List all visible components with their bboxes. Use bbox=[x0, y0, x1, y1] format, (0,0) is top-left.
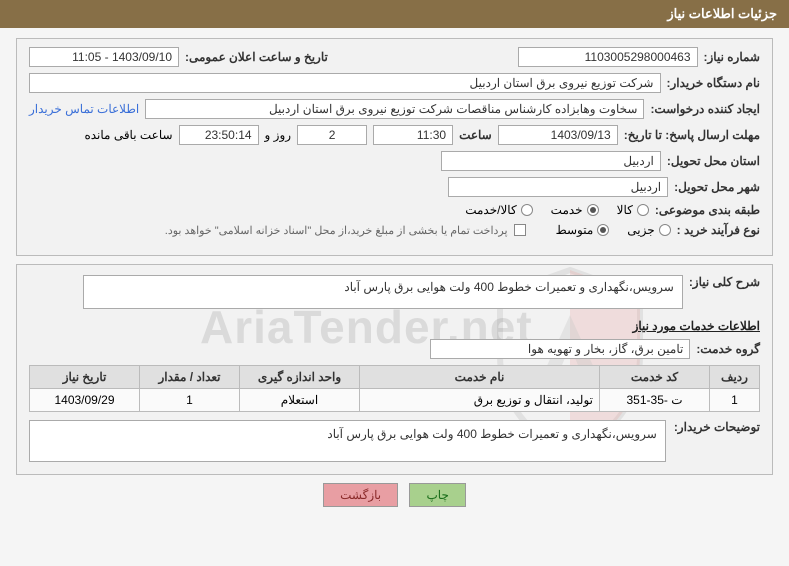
service-group-value: تامین برق، گاز، بخار و تهویه هوا bbox=[430, 339, 690, 359]
payment-note: پرداخت تمام یا بخشی از مبلغ خرید،از محل … bbox=[165, 224, 508, 237]
service-group-label: گروه خدمت: bbox=[696, 342, 760, 356]
time-label: ساعت bbox=[459, 128, 492, 142]
deadline-time: 11:30 bbox=[373, 125, 453, 145]
category-label: طبقه بندی موضوعی: bbox=[655, 203, 760, 217]
page-header: جزئیات اطلاعات نیاز bbox=[0, 0, 789, 28]
payment-checkbox[interactable] bbox=[514, 224, 526, 236]
th-code: کد خدمت bbox=[600, 366, 710, 389]
buyer-label: نام دستگاه خریدار: bbox=[667, 76, 761, 90]
cell-date: 1403/09/29 bbox=[30, 389, 140, 412]
requester-label: ایجاد کننده درخواست: bbox=[650, 102, 760, 116]
need-desc-label: شرح کلی نیاز: bbox=[689, 275, 760, 289]
table-header-row: ردیف کد خدمت نام خدمت واحد اندازه گیری ت… bbox=[30, 366, 760, 389]
announce-value: 1403/09/10 - 11:05 bbox=[29, 47, 179, 67]
need-services-panel: شرح کلی نیاز: سرویس،نگهداری و تعمیرات خط… bbox=[16, 264, 773, 475]
cell-rownum: 1 bbox=[710, 389, 760, 412]
services-table: ردیف کد خدمت نام خدمت واحد اندازه گیری ت… bbox=[29, 365, 760, 412]
city-value: اردبیل bbox=[448, 177, 668, 197]
requester-value: سخاوت وهابزاده کارشناس مناقصات شرکت توزی… bbox=[145, 99, 644, 119]
cell-unit: استعلام bbox=[240, 389, 360, 412]
th-unit: واحد اندازه گیری bbox=[240, 366, 360, 389]
buyer-value: شرکت توزیع نیروی برق استان اردبیل bbox=[29, 73, 661, 93]
th-name: نام خدمت bbox=[360, 366, 600, 389]
cell-name: تولید، انتقال و توزیع برق bbox=[360, 389, 600, 412]
pt-partial-radio[interactable]: جزیی bbox=[627, 223, 670, 237]
contact-link[interactable]: اطلاعات تماس خریدار bbox=[29, 102, 139, 116]
radio-icon bbox=[587, 204, 599, 216]
remaining-suffix: ساعت باقی مانده bbox=[84, 128, 172, 142]
details-panel: شماره نیاز: 1103005298000463 تاریخ و ساع… bbox=[16, 38, 773, 256]
purchase-type-radio-group: جزیی متوسط bbox=[556, 223, 671, 237]
need-number-label: شماره نیاز: bbox=[704, 50, 760, 64]
back-button[interactable]: بازگشت bbox=[323, 483, 398, 507]
button-row: چاپ بازگشت bbox=[0, 483, 789, 507]
buyer-notes-label: توضیحات خریدار: bbox=[674, 420, 760, 434]
deadline-label: مهلت ارسال پاسخ: تا تاریخ: bbox=[624, 128, 760, 142]
buyer-notes-box: سرویس،نگهداری و تعمیرات خطوط 400 ولت هوا… bbox=[29, 420, 666, 462]
page-title: جزئیات اطلاعات نیاز bbox=[667, 6, 777, 21]
radio-icon bbox=[637, 204, 649, 216]
announce-label: تاریخ و ساعت اعلان عمومی: bbox=[185, 50, 328, 64]
cell-code: ت -35-351 bbox=[600, 389, 710, 412]
days-suffix: روز و bbox=[265, 128, 292, 142]
radio-icon bbox=[597, 224, 609, 236]
days-value: 2 bbox=[297, 125, 367, 145]
cat-goods-radio[interactable]: کالا bbox=[617, 203, 649, 217]
th-row: ردیف bbox=[710, 366, 760, 389]
province-label: استان محل تحویل: bbox=[667, 154, 760, 168]
need-desc-box: سرویس،نگهداری و تعمیرات خطوط 400 ولت هوا… bbox=[83, 275, 682, 309]
province-value: اردبیل bbox=[441, 151, 661, 171]
pt-medium-radio[interactable]: متوسط bbox=[556, 223, 610, 237]
services-section-title: اطلاعات خدمات مورد نیاز bbox=[29, 319, 760, 333]
cell-qty: 1 bbox=[140, 389, 240, 412]
table-row: 1 ت -35-351 تولید، انتقال و توزیع برق اس… bbox=[30, 389, 760, 412]
purchase-type-label: نوع فرآیند خرید : bbox=[677, 223, 760, 237]
countdown-value: 23:50:14 bbox=[179, 125, 259, 145]
deadline-date: 1403/09/13 bbox=[498, 125, 618, 145]
radio-icon bbox=[659, 224, 671, 236]
city-label: شهر محل تحویل: bbox=[674, 180, 760, 194]
need-number-value: 1103005298000463 bbox=[518, 47, 698, 67]
cat-service-radio[interactable]: خدمت bbox=[551, 203, 599, 217]
th-qty: تعداد / مقدار bbox=[140, 366, 240, 389]
th-date: تاریخ نیاز bbox=[30, 366, 140, 389]
cat-goods-service-radio[interactable]: کالا/خدمت bbox=[465, 203, 532, 217]
print-button[interactable]: چاپ bbox=[409, 483, 465, 507]
radio-icon bbox=[521, 204, 533, 216]
category-radio-group: کالا خدمت کالا/خدمت bbox=[465, 203, 649, 217]
